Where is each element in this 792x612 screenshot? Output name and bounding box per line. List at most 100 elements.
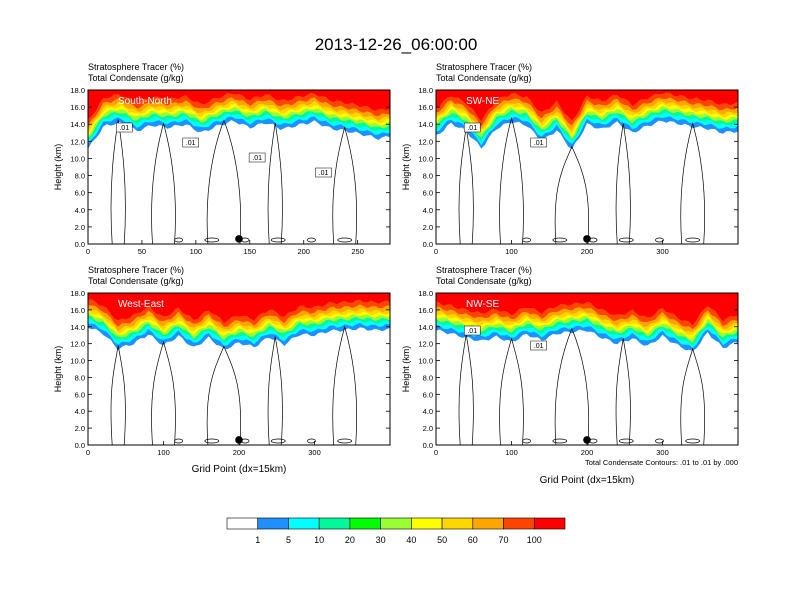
- panel-variable-2: Total Condensate (g/kg): [436, 73, 532, 83]
- colorbar-box: [472, 517, 504, 530]
- x-tick-label: 0: [86, 247, 90, 256]
- tracer-field: [88, 293, 390, 445]
- x-tick-label: 100: [190, 247, 203, 256]
- contour-loop: [552, 438, 568, 444]
- y-tick-label: 16.0: [70, 306, 85, 315]
- y-axis-label: Height (km): [53, 144, 63, 191]
- y-tick-label: 18.0: [418, 289, 433, 298]
- section-label: West-East: [118, 299, 164, 310]
- y-tick-label: 12.0: [70, 137, 85, 146]
- condensate-contours: [110, 325, 357, 445]
- contour-loop: [174, 438, 183, 444]
- y-tick-label: 0.0: [423, 240, 433, 249]
- panels: Stratosphere Tracer (%)Total Condensate …: [53, 62, 739, 486]
- tracer-band-8: [436, 90, 738, 122]
- contour-label-text: .01: [534, 343, 544, 350]
- location-marker: [235, 235, 243, 243]
- y-axis-label: Height (km): [401, 144, 411, 191]
- colorbar-label: 100: [527, 535, 542, 545]
- x-tick-label: 100: [505, 247, 518, 256]
- tracer-field: .01 .01 .01 .01: [88, 90, 390, 244]
- y-tick-label: 16.0: [418, 103, 433, 112]
- panel-0: Stratosphere Tracer (%)Total Condensate …: [53, 62, 391, 256]
- y-tick-label: 14.0: [418, 120, 433, 129]
- colorbar-label: 40: [406, 535, 416, 545]
- colorbar-label: 30: [376, 535, 386, 545]
- y-tick-label: 16.0: [70, 103, 85, 112]
- x-tick-label: 50: [138, 247, 146, 256]
- x-tick-label: 200: [581, 448, 594, 457]
- y-tick-label: 10.0: [70, 357, 85, 366]
- x-tick-label: 0: [86, 448, 90, 457]
- colorbar-label: 10: [314, 535, 324, 545]
- section-label: South-North: [118, 96, 172, 107]
- y-tick-label: 2.0: [423, 223, 433, 232]
- contour-label-text: .01: [319, 170, 329, 177]
- x-tick-label: 0: [434, 448, 438, 457]
- contour-line: [499, 337, 524, 445]
- panel-variable-1: Stratosphere Tracer (%): [88, 265, 184, 275]
- contour-line: [332, 325, 357, 445]
- contour-loop: [618, 438, 634, 444]
- x-tick-label: 0: [434, 247, 438, 256]
- y-tick-label: 4.0: [75, 407, 85, 416]
- panel-variable-1: Stratosphere Tracer (%): [436, 62, 532, 72]
- y-tick-label: 10.0: [418, 357, 433, 366]
- panel-variable-1: Stratosphere Tracer (%): [88, 62, 184, 72]
- contour-note: Total Condensate Contours: .01 to .01 by…: [585, 458, 738, 467]
- y-axis-label: Height (km): [53, 346, 63, 393]
- tracer-band-8: [436, 293, 738, 326]
- colorbar-box: [318, 517, 351, 530]
- x-axis-label: Grid Point (dx=15km): [192, 464, 287, 475]
- x-tick-label: 200: [233, 448, 246, 457]
- contour-loop: [307, 237, 316, 243]
- y-tick-label: 8.0: [423, 373, 433, 382]
- contour-line: [206, 119, 242, 244]
- section-label: SW-NE: [466, 96, 499, 107]
- y-tick-label: 4.0: [75, 206, 85, 215]
- tracer-band-8: [88, 90, 390, 120]
- contour-loop: [655, 438, 664, 444]
- contour-label-text: .01: [534, 140, 544, 147]
- contour-label: .01: [115, 122, 133, 133]
- y-tick-label: 12.0: [418, 340, 433, 349]
- contour-line: [267, 122, 283, 244]
- contour-line: [110, 345, 126, 445]
- location-marker: [235, 436, 243, 444]
- y-axis-label: Height (km): [401, 346, 411, 393]
- x-tick-label: 200: [297, 247, 310, 256]
- x-tick-label: 300: [308, 448, 321, 457]
- colorbar-label: 60: [468, 535, 478, 545]
- x-tick-label: 250: [351, 247, 364, 256]
- x-tick-label: 150: [244, 247, 257, 256]
- contour-line: [554, 145, 589, 244]
- tracer-field: .01 .01: [436, 293, 738, 445]
- y-tick-label: 12.0: [70, 340, 85, 349]
- panel-variable-2: Total Condensate (g/kg): [88, 73, 184, 83]
- y-tick-label: 4.0: [423, 407, 433, 416]
- colorbar-label: 1: [255, 535, 260, 545]
- y-tick-label: 10.0: [418, 154, 433, 163]
- y-tick-label: 18.0: [70, 86, 85, 95]
- contour-loop: [174, 237, 183, 243]
- contour-loop: [655, 237, 664, 243]
- tracer-band-8: [88, 293, 390, 323]
- panel-variable-2: Total Condensate (g/kg): [88, 276, 184, 286]
- x-tick-label: 100: [505, 448, 518, 457]
- y-tick-label: 6.0: [423, 390, 433, 399]
- contour-loop: [270, 237, 286, 243]
- x-axis-label: Grid Point (dx=15km): [540, 475, 635, 486]
- contour-label: .01: [530, 340, 547, 351]
- y-tick-label: 14.0: [418, 323, 433, 332]
- contour-loop: [337, 237, 353, 243]
- y-tick-label: 16.0: [418, 306, 433, 315]
- condensate-contours: [458, 116, 706, 244]
- x-tick-label: 100: [157, 448, 170, 457]
- y-tick-label: 0.0: [423, 441, 433, 450]
- colorbar-box: [380, 517, 412, 530]
- colorbar-box: [257, 517, 289, 530]
- contour-line: [110, 119, 126, 244]
- colorbar-label: 70: [499, 535, 509, 545]
- y-tick-label: 2.0: [423, 424, 433, 433]
- y-tick-label: 6.0: [75, 390, 85, 399]
